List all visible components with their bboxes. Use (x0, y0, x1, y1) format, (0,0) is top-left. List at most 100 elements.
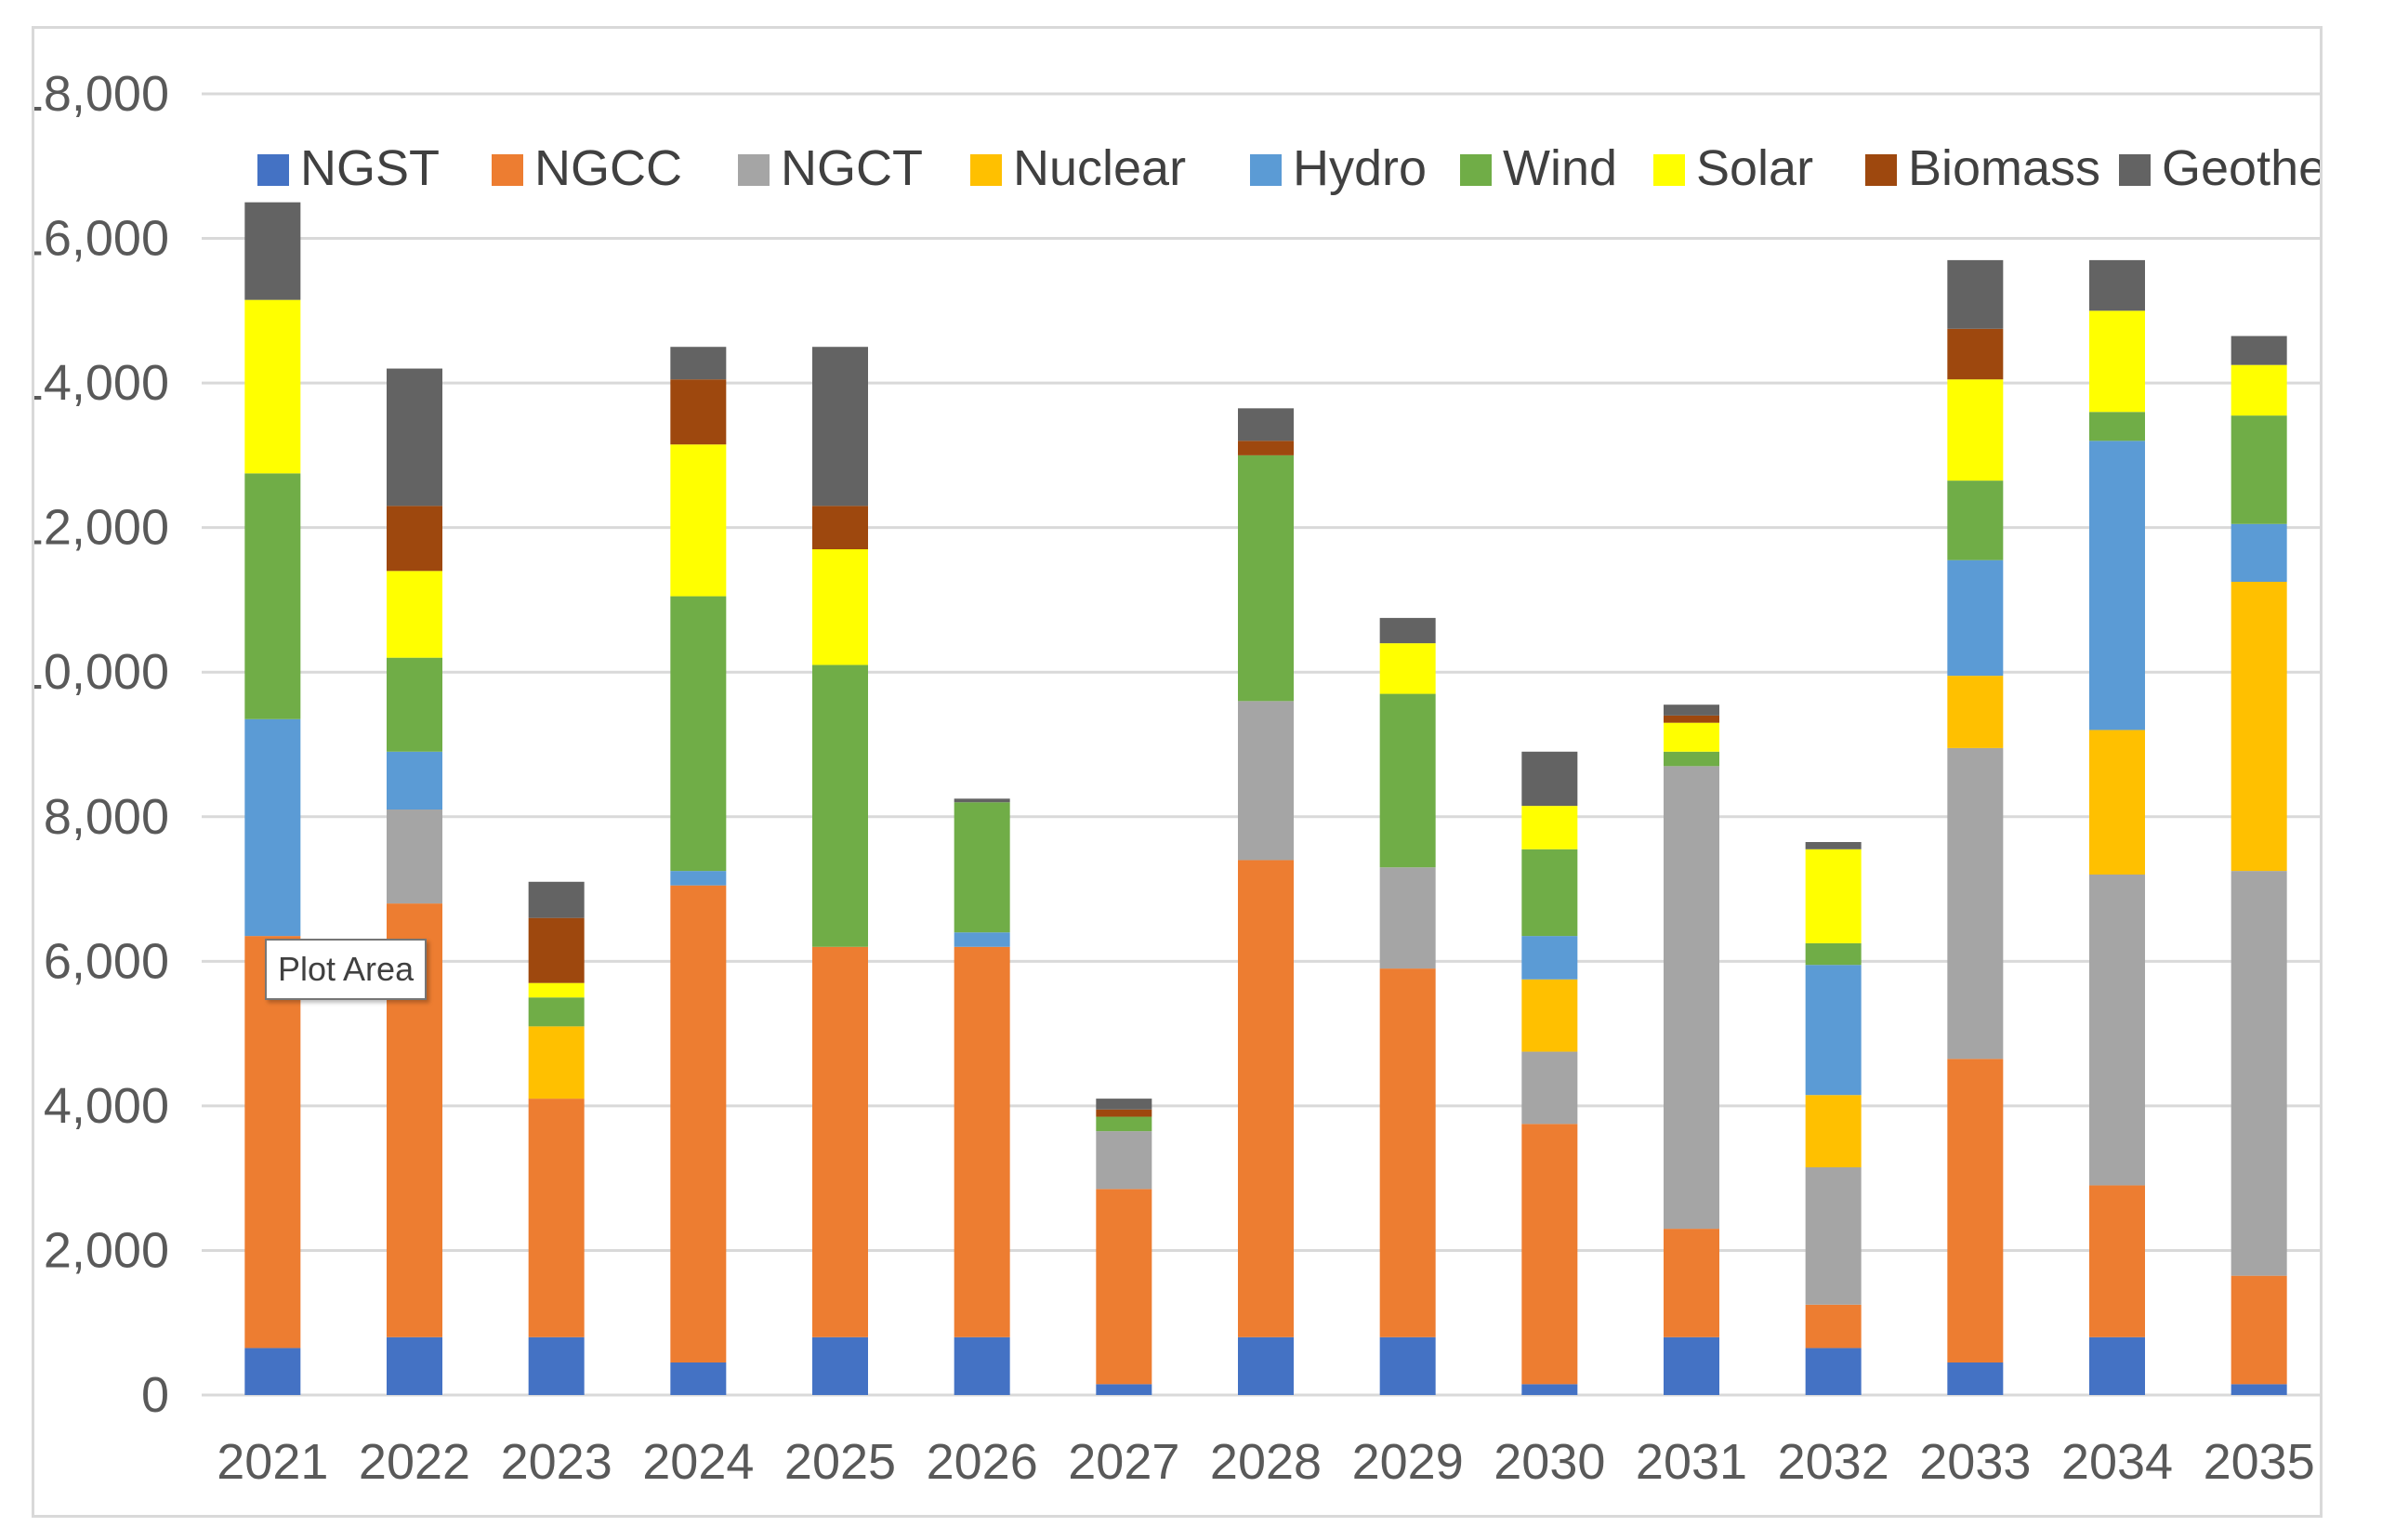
bar-segment[interactable] (244, 473, 301, 719)
bar-segment[interactable] (954, 932, 1010, 947)
bar-segment[interactable] (954, 1336, 1010, 1395)
bar-segment[interactable] (2089, 1185, 2145, 1337)
bar-segment[interactable] (528, 997, 585, 1027)
bar-segment[interactable] (1947, 259, 2004, 329)
legend-item[interactable]: NGST (257, 140, 440, 196)
bar-segment[interactable] (1664, 766, 1719, 1230)
bar-segment[interactable] (1096, 1384, 1152, 1395)
chart-frame[interactable]: 0 2,000 4,000 6,000 8,000 10,000 12,000 14,000 1… (32, 26, 2323, 1518)
bar-segment[interactable] (528, 982, 585, 998)
bar-segment[interactable] (670, 444, 727, 597)
bar-segment[interactable] (1521, 849, 1578, 937)
bar-segment[interactable] (1379, 867, 1436, 969)
bar-segment[interactable] (1096, 1189, 1152, 1385)
bar-segment[interactable] (954, 798, 1010, 803)
bar-segment[interactable] (387, 368, 442, 507)
bar-segment[interactable] (1521, 979, 1578, 1052)
bar-segment[interactable] (1238, 441, 1294, 455)
bar-segment[interactable] (1379, 643, 1436, 694)
bar-segment[interactable] (528, 917, 585, 983)
legend-item[interactable]: Solar (1653, 140, 1813, 196)
bar-segment[interactable] (244, 202, 301, 300)
bar-segment[interactable] (528, 1099, 585, 1337)
legend-item[interactable]: Geothermal (2119, 140, 2320, 196)
bar-segment[interactable] (1096, 1131, 1152, 1190)
bar-segment[interactable] (2231, 582, 2287, 872)
legend-item[interactable]: Hydro (1250, 140, 1427, 196)
bar-segment[interactable] (1521, 806, 1578, 849)
bar-segment[interactable] (1521, 751, 1578, 807)
bar-segment[interactable] (812, 1336, 868, 1395)
bar-segment[interactable] (1947, 328, 2004, 380)
bar-segment[interactable] (2231, 364, 2287, 416)
bar-segment[interactable] (1238, 408, 1294, 441)
bar-segment[interactable] (528, 1336, 585, 1395)
bar-segment[interactable] (1379, 617, 1436, 644)
bar-segment[interactable] (670, 871, 727, 886)
bar-segment[interactable] (1521, 936, 1578, 980)
bar-segment[interactable] (1096, 1109, 1152, 1117)
bar-segment[interactable] (387, 1336, 442, 1395)
bar-segment[interactable] (244, 718, 301, 937)
bar-segment[interactable] (1379, 968, 1436, 1337)
bar-segment[interactable] (387, 809, 442, 904)
bar-segment[interactable] (1805, 965, 1862, 1096)
bar-segment[interactable] (954, 946, 1010, 1337)
bar-segment[interactable] (1096, 1099, 1152, 1110)
bar-segment[interactable] (670, 347, 727, 380)
bar-segment[interactable] (1379, 693, 1436, 868)
bar-segment[interactable] (1947, 676, 2004, 748)
bar-segment[interactable] (1238, 860, 1294, 1337)
bar-segment[interactable] (244, 1348, 301, 1395)
bar-segment[interactable] (2231, 415, 2287, 524)
bar-segment[interactable] (1238, 454, 1294, 702)
bar-segment[interactable] (1664, 751, 1719, 767)
bar-segment[interactable] (2089, 875, 2145, 1186)
bar-segment[interactable] (1947, 379, 2004, 481)
bar-segment[interactable] (244, 299, 301, 474)
bar-segment[interactable] (1664, 1229, 1719, 1337)
bar-segment[interactable] (528, 881, 585, 918)
bar-segment[interactable] (670, 596, 727, 872)
bar-segment[interactable] (1379, 1336, 1436, 1395)
bar-segment[interactable] (387, 571, 442, 658)
bar-segment[interactable] (387, 751, 442, 809)
bar-segment[interactable] (2089, 1336, 2145, 1395)
bar-segment[interactable] (1521, 1124, 1578, 1385)
bar-segment[interactable] (1947, 480, 2004, 560)
bar-segment[interactable] (1521, 1384, 1578, 1395)
bar-segment[interactable] (2231, 336, 2287, 365)
bar-segment[interactable] (1805, 1304, 1862, 1349)
legend-item[interactable]: NGCC (492, 140, 682, 196)
legend-item[interactable]: NGCT (738, 140, 923, 196)
bar-segment[interactable] (1947, 559, 2004, 677)
bar-segment[interactable] (1805, 1095, 1862, 1167)
bar-segment[interactable] (1096, 1116, 1152, 1132)
bar-segment[interactable] (1947, 1362, 2004, 1395)
bar-segment[interactable] (1664, 715, 1719, 723)
bar-segment[interactable] (812, 549, 868, 665)
bar-segment[interactable] (2231, 523, 2287, 582)
bar-segment[interactable] (387, 657, 442, 752)
bar-segment[interactable] (2089, 730, 2145, 875)
bar-segment[interactable] (2089, 310, 2145, 413)
bar-segment[interactable] (1664, 704, 1719, 716)
bar-segment[interactable] (954, 802, 1010, 933)
bar-segment[interactable] (1805, 1167, 1862, 1305)
bar-segment[interactable] (670, 1362, 727, 1395)
bar-segment[interactable] (2231, 1275, 2287, 1385)
bar-segment[interactable] (528, 1026, 585, 1099)
bar-segment[interactable] (1521, 1051, 1578, 1125)
legend-item[interactable]: Wind (1460, 140, 1617, 196)
bar-segment[interactable] (1805, 849, 1862, 943)
bar-segment[interactable] (812, 506, 868, 549)
bar-segment[interactable] (1238, 1336, 1294, 1395)
legend-item[interactable]: Nuclear (970, 140, 1186, 196)
bar-segment[interactable] (2231, 1384, 2287, 1395)
bar-segment[interactable] (2089, 259, 2145, 311)
bar-segment[interactable] (812, 347, 868, 507)
bar-segment[interactable] (1947, 747, 2004, 1060)
bar-segment[interactable] (1805, 942, 1862, 966)
bar-segment[interactable] (1805, 842, 1862, 849)
bar-segment[interactable] (1238, 701, 1294, 861)
